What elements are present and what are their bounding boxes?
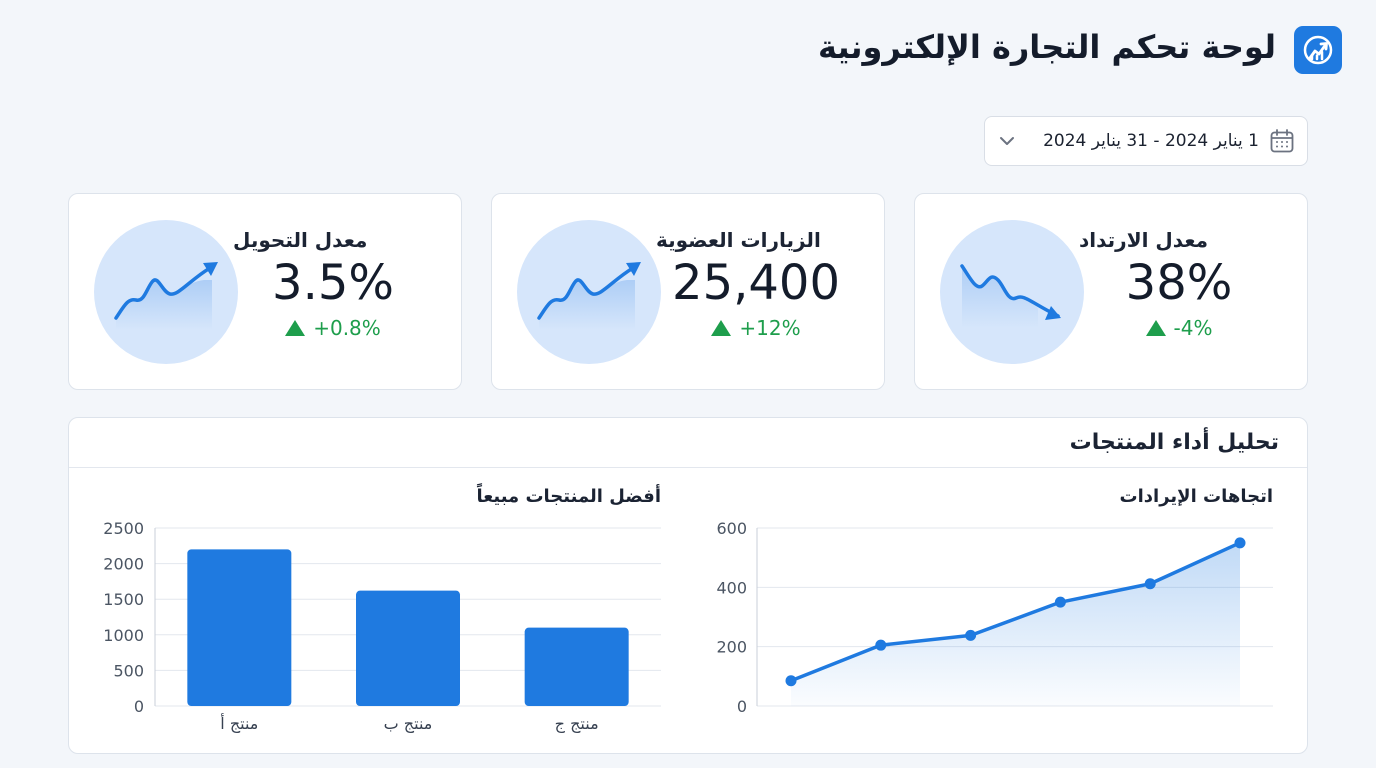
y-tick-label: 0 [134, 697, 144, 716]
trend-down-icon [940, 220, 1084, 364]
y-tick-label: 400 [716, 578, 747, 597]
kpi-card-bounce-rate: معدل الارتداد 38% -4% [914, 193, 1308, 390]
kpi-change: +0.8% [285, 316, 381, 340]
bar [524, 627, 629, 706]
arrow-up-icon [1145, 320, 1166, 337]
trend-up-icon [517, 220, 661, 364]
date-range-value: 1 يناير 2024 - 31 يناير 2024 [1043, 131, 1259, 151]
x-tick-label: منتج ج [555, 714, 599, 734]
calendar-icon [1269, 128, 1295, 154]
data-point [965, 629, 977, 641]
data-point [785, 675, 797, 687]
chevron-down-icon[interactable] [997, 131, 1017, 151]
data-point [1234, 537, 1246, 549]
kpi-value: 25,400 [672, 255, 840, 311]
revenue-chart-title: اتجاهات الإيرادات [1119, 486, 1273, 507]
x-tick-label: منتج أ [220, 713, 258, 733]
y-tick-label: 200 [716, 638, 747, 657]
bar [356, 590, 460, 706]
panel-header: تحليل أداء المنتجات [69, 418, 1307, 468]
bestsellers-chart-title: أفضل المنتجات مبيعاً [476, 486, 661, 507]
kpi-label: الزيارات العضوية [656, 228, 821, 252]
kpi-card-organic-visits: الزيارات العضوية 25,400 +12% [491, 193, 885, 390]
page-title: لوحة تحكم التجارة الإلكترونية [818, 28, 1276, 66]
product-analysis-panel: تحليل أداء المنتجات اتجاهات الإيرادات أف… [68, 417, 1308, 754]
kpi-change-value: +0.8% [313, 316, 381, 341]
y-tick-label: 500 [113, 661, 144, 680]
arrow-up-icon [285, 320, 306, 337]
y-tick-label: 1500 [103, 590, 144, 609]
charts-area: 0 200 400 600 0 500 1000 1500 2000 2500 منتج أ منت… [103, 519, 1273, 734]
trending-up-icon [1294, 26, 1342, 74]
series-line [790, 541, 1241, 683]
kpi-card-conversion-rate: معدل التحويل 3.5% +0.8% [68, 193, 462, 390]
kpi-change-value: -4% [1173, 316, 1213, 341]
kpi-value: 38% [1125, 255, 1233, 311]
y-tick-label: 600 [716, 519, 747, 538]
kpi-change: -4% [1145, 316, 1213, 341]
data-point [1144, 578, 1156, 590]
y-tick-label: 0 [737, 697, 747, 716]
series-area [791, 542, 1240, 706]
bar [187, 549, 292, 706]
x-tick-label: منتج ب [384, 714, 433, 733]
arrow-up-icon [711, 320, 732, 337]
revenue-trend-chart: 0 200 400 600 [716, 519, 1273, 716]
kpi-label: معدل التحويل [233, 228, 368, 252]
y-tick-label: 2000 [103, 555, 144, 574]
panel-title: تحليل أداء المنتجات [1069, 430, 1279, 455]
kpi-change: +12% [711, 316, 801, 341]
y-tick-label: 2500 [103, 519, 144, 538]
data-point [1054, 596, 1066, 608]
kpi-value: 3.5% [272, 255, 394, 311]
bestsellers-bar-chart: 0 500 1000 1500 2000 2500 منتج أ منتج ب منتج ج [103, 519, 661, 734]
data-point [875, 639, 887, 651]
y-tick-label: 1000 [103, 626, 144, 645]
kpi-label: معدل الارتداد [1079, 228, 1208, 252]
kpi-change-value: +12% [739, 316, 801, 341]
date-range-picker[interactable]: 1 يناير 2024 - 31 يناير 2024 [984, 116, 1308, 166]
trend-up-icon [94, 220, 238, 364]
